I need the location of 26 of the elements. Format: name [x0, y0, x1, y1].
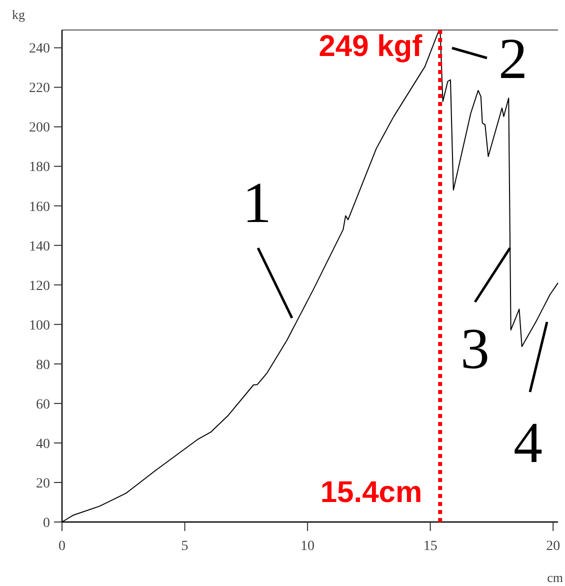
x-tick-label: 15 [423, 539, 438, 554]
x-tick-label: 0 [58, 539, 66, 554]
ref-line-label: 15.4cm [320, 476, 422, 509]
annotation: 3 [460, 316, 490, 381]
y-tick-label: 180 [29, 160, 50, 176]
y-tick-label: 20 [36, 476, 50, 492]
y-axis-title: kg [12, 7, 26, 22]
annotation: 4 [514, 410, 542, 475]
x-axis-title: cm [547, 570, 563, 585]
annotation: 2 [498, 26, 528, 91]
annotation: 1 [242, 170, 272, 235]
y-tick-label: 100 [29, 318, 50, 334]
x-tick-label: 5 [181, 539, 188, 554]
y-tick-label: 80 [36, 358, 50, 373]
y-tick-label: 240 [29, 42, 50, 57]
x-tick-label: 20 [546, 539, 560, 554]
y-tick-label: 200 [29, 120, 50, 136]
y-tick-label: 60 [36, 397, 50, 412]
y-tick-label: 220 [29, 81, 50, 96]
y-tick-label: 160 [29, 200, 50, 215]
y-tick-label: 0 [43, 516, 50, 531]
y-tick-label: 140 [29, 239, 50, 254]
y-tick-label: 40 [36, 436, 50, 452]
x-tick-label: 10 [300, 539, 315, 554]
y-tick-label: 120 [29, 278, 50, 294]
annotation: 249 kgf [318, 30, 424, 63]
